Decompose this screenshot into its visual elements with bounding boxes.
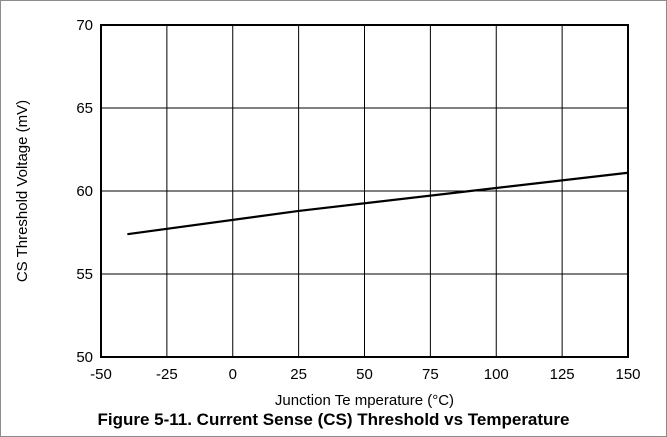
x-axis-label: Junction Te mperature (°C) xyxy=(275,392,454,409)
x-tick-label: 75 xyxy=(422,366,439,383)
x-tick-label: 25 xyxy=(290,366,307,383)
y-tick-labels: 50 55 60 65 70 xyxy=(76,17,93,366)
y-tick-label: 70 xyxy=(76,17,93,34)
y-tick-label: 60 xyxy=(76,183,93,200)
x-tick-label: 100 xyxy=(484,366,509,383)
series xyxy=(127,171,629,236)
y-tick-label: 50 xyxy=(76,349,93,366)
x-tick-label: 125 xyxy=(550,366,575,383)
plot-area-border xyxy=(100,24,629,358)
y-tick-label: 65 xyxy=(76,100,93,117)
x-tick-label: -50 xyxy=(90,366,112,383)
y-tick-label: 55 xyxy=(76,266,93,283)
figure-caption: Figure 5-11. Current Sense (CS) Threshol… xyxy=(97,410,570,429)
x-tick-label: 150 xyxy=(615,366,640,383)
x-tick-label: 50 xyxy=(356,366,373,383)
x-tick-label: -25 xyxy=(156,366,178,383)
y-axis-label: CS Threshold Voltage (mV) xyxy=(14,100,31,282)
grid xyxy=(101,25,628,357)
series-line xyxy=(127,171,629,236)
x-tick-labels: -50 -25 0 25 50 75 100 125 150 xyxy=(90,366,640,383)
x-tick-label: 0 xyxy=(229,366,237,383)
